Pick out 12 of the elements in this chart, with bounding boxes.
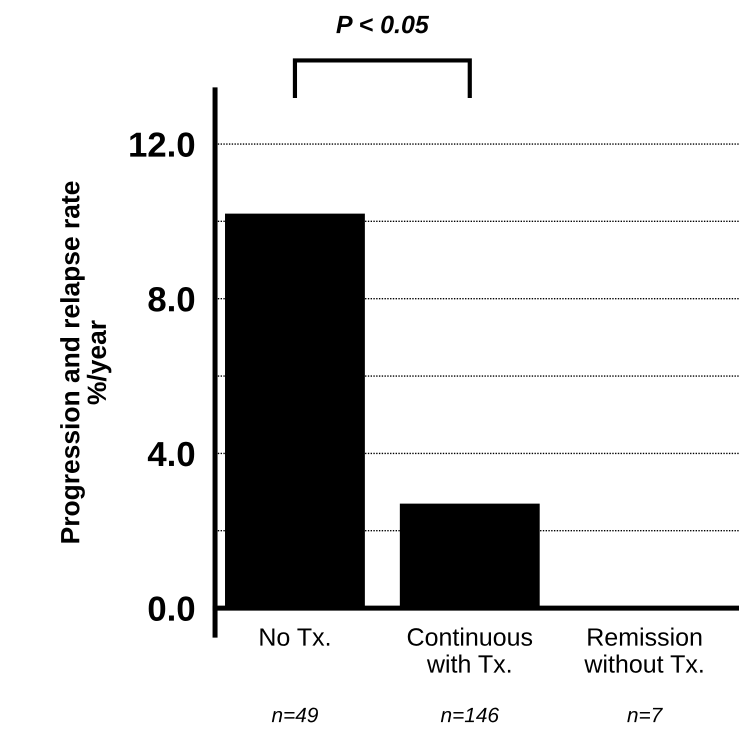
- text: P < 0.05: [336, 16, 430, 34]
- x-tick-label: No Tx.: [260, 628, 330, 646]
- x-tick-label: Remission without Tx.: [584, 628, 703, 673]
- text: n=146: [440, 708, 500, 722]
- text: n=49: [272, 708, 318, 722]
- y-tick-label: 4.0: [148, 442, 194, 466]
- y-tick-label: 0.0: [148, 596, 194, 622]
- x-tick-label: Continuous with Tx.: [408, 628, 532, 673]
- y-tick-label: 12.0: [130, 132, 194, 157]
- y-axis-title: Progression and relapse rate %/year: [60, 182, 112, 543]
- text: n=7: [627, 708, 663, 722]
- y-tick-label: 8.0: [148, 287, 194, 312]
